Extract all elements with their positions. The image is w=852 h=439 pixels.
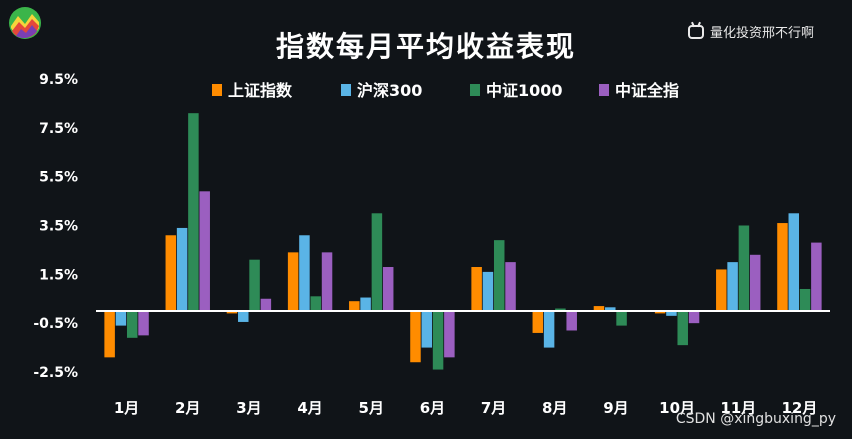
brand-text: 量化投资邢不行啊 <box>709 26 814 41</box>
legend-swatch <box>599 84 609 96</box>
legend-label: 沪深300 <box>357 81 422 100</box>
bar <box>360 297 371 311</box>
y-tick-label: 9.5% <box>39 72 78 88</box>
bar <box>104 310 115 358</box>
y-tick-label: 3.5% <box>39 219 78 235</box>
bar <box>226 310 238 314</box>
x-tick-label: 6月 <box>420 399 445 417</box>
y-tick-label: 1.5% <box>39 267 78 283</box>
bar <box>299 235 310 311</box>
legend-label: 中证1000 <box>486 81 563 100</box>
bar <box>371 213 383 311</box>
legend-swatch <box>212 84 222 96</box>
bar <box>188 113 199 311</box>
bar <box>471 267 482 311</box>
bar <box>321 252 333 311</box>
y-tick-label: -2.5% <box>33 365 78 381</box>
bar <box>482 271 494 311</box>
bar <box>593 306 605 311</box>
bar <box>666 310 677 316</box>
bar <box>555 308 566 311</box>
x-tick-label: 10月 <box>659 399 695 417</box>
bar <box>165 235 177 311</box>
legend-label: 上证指数 <box>228 81 293 100</box>
bar <box>421 310 433 348</box>
bar <box>616 310 627 326</box>
x-tick-label: 4月 <box>297 399 322 417</box>
bar <box>126 310 138 338</box>
bar <box>799 288 811 311</box>
x-tick-label: 7月 <box>481 399 506 417</box>
bar <box>566 310 577 331</box>
logo-icon <box>9 7 41 39</box>
bar <box>138 310 149 336</box>
bar <box>310 296 321 311</box>
bar <box>788 213 800 311</box>
legend-swatch <box>470 84 480 96</box>
bar <box>605 307 616 311</box>
bar <box>249 259 260 311</box>
bar <box>811 242 822 311</box>
bar <box>543 310 555 348</box>
bar <box>432 310 444 370</box>
bar <box>238 310 249 322</box>
bar <box>727 262 738 311</box>
bar <box>444 310 455 358</box>
y-tick-label: 5.5% <box>39 170 78 186</box>
bar <box>176 227 188 311</box>
watermark: CSDN @xingbuxing_py <box>675 411 836 427</box>
x-tick-label: 5月 <box>359 399 384 417</box>
bar <box>115 310 127 326</box>
x-tick-label: 8月 <box>542 399 567 417</box>
y-tick-label: 7.5% <box>39 121 78 137</box>
bar <box>688 310 700 324</box>
legend-swatch <box>341 84 351 96</box>
y-tick-label: -0.5% <box>33 316 78 332</box>
bar <box>260 298 272 311</box>
x-tick-label: 12月 <box>781 399 817 417</box>
bar <box>716 269 727 311</box>
tv-icon <box>687 24 704 39</box>
x-tick-label: 1月 <box>114 399 139 417</box>
x-tick-label: 3月 <box>236 399 261 417</box>
bar <box>349 301 360 311</box>
brand-label: 量化投资邢不行啊 <box>687 22 814 41</box>
bar <box>532 310 544 333</box>
bar <box>738 225 750 311</box>
chart-title: 指数每月平均收益表现 <box>275 30 576 63</box>
bar <box>677 310 688 346</box>
bar <box>199 191 210 311</box>
x-tick-label: 9月 <box>603 399 628 417</box>
bar <box>505 262 516 311</box>
x-tick-label: 2月 <box>175 399 200 417</box>
legend-label: 中证全指 <box>615 81 679 100</box>
bar <box>777 223 788 311</box>
bar <box>749 254 761 311</box>
bar <box>287 252 299 311</box>
bar <box>382 267 394 311</box>
x-tick-label: 11月 <box>720 399 756 417</box>
bar <box>493 240 505 311</box>
bar <box>410 310 421 363</box>
bar <box>654 310 666 314</box>
